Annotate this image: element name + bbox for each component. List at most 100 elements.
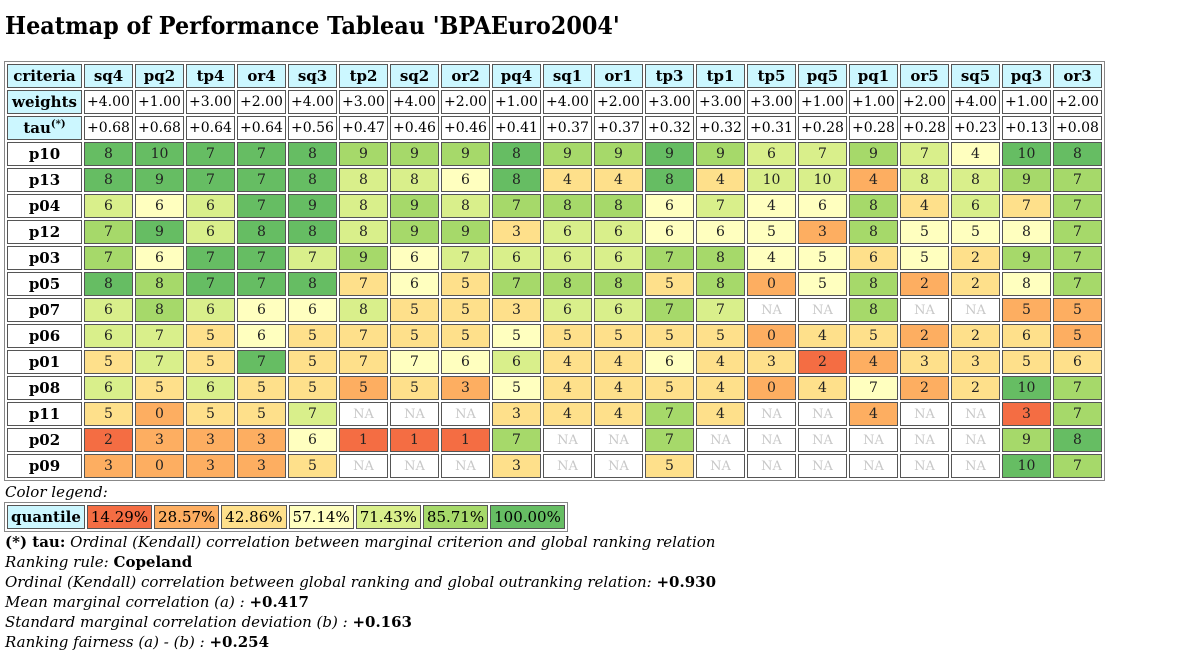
- heatmap-cell: NA: [594, 428, 643, 452]
- heatmap-cell: NA: [951, 298, 1000, 322]
- mean-correlation-label: Mean marginal correlation (a) :: [5, 593, 250, 611]
- heatmap-cell: NA: [543, 428, 592, 452]
- heatmap-cell: 6: [951, 194, 1000, 218]
- heatmap-cell: NA: [900, 402, 949, 426]
- heatmap-cell: 6: [390, 272, 439, 296]
- weight-cell: +4.00: [84, 90, 133, 114]
- heatmap-cell: NA: [849, 428, 898, 452]
- heatmap-cell: 6: [543, 246, 592, 270]
- heatmap-cell: 7: [696, 194, 745, 218]
- table-row: p09 3 0 3 3 5 NA NA NA 3 NA NA 5 NA NA NA NA NA NA 10 7: [7, 454, 1102, 478]
- alternative-label: p02: [7, 428, 82, 452]
- heatmap-cell: 5: [543, 324, 592, 348]
- tau-cell: +0.46: [441, 116, 490, 140]
- table-row: p02 2 3 3 3 6 1 1 1 7 NA NA 7 NA NA NA NA NA NA 9 8: [7, 428, 1102, 452]
- heatmap-cell: 6: [84, 298, 133, 322]
- heatmap-cell: 5: [84, 402, 133, 426]
- heatmap-cell: 6: [492, 246, 541, 270]
- ranking-rule-note: Ranking rule: Copeland: [5, 552, 716, 572]
- heatmap-cell: 4: [543, 376, 592, 400]
- weight-cell: +4.00: [951, 90, 1000, 114]
- table-row: p05 8 8 7 7 8 7 6 5 7 8 8 5 8 0 5 8 2 2 8 7: [7, 272, 1102, 296]
- heatmap-cell: 5: [237, 376, 286, 400]
- criterion-header: tp2: [339, 64, 388, 88]
- criterion-header: sq5: [951, 64, 1000, 88]
- heatmap-cell: NA: [747, 454, 796, 478]
- heatmap-cell: 6: [135, 194, 184, 218]
- heatmap-cell: NA: [339, 402, 388, 426]
- criterion-header: sq2: [390, 64, 439, 88]
- alternative-label: p10: [7, 142, 82, 166]
- heatmap-cell: 4: [849, 168, 898, 192]
- heatmap-cell: NA: [900, 428, 949, 452]
- heatmap-cell: 4: [849, 350, 898, 374]
- heatmap-cell: 3: [441, 376, 490, 400]
- table-row: p10 8 10 7 7 8 9 9 9 8 9 9 9 9 6 7 9 7 4 10 8: [7, 142, 1102, 166]
- heatmap-cell: 9: [135, 168, 184, 192]
- heatmap-cell: 8: [288, 142, 337, 166]
- heatmap-cell: 7: [1053, 220, 1102, 244]
- heatmap-cell: 7: [237, 194, 286, 218]
- heatmap-cell: 6: [1002, 324, 1051, 348]
- criteria-header: criteria: [7, 64, 82, 88]
- heatmap-cell: 5: [798, 272, 847, 296]
- heatmap-cell: 8: [594, 272, 643, 296]
- heatmap-cell: 6: [390, 246, 439, 270]
- tau-cell: +0.41: [492, 116, 541, 140]
- heatmap-body: p10 8 10 7 7 8 9 9 9 8 9 9 9 9 6 7 9 7 4 10 8 p13 8 9 7 7 8 8 8 6 8 4 4 8…: [7, 142, 1102, 478]
- heatmap-cell: 7: [186, 246, 235, 270]
- heatmap-cell: 8: [339, 168, 388, 192]
- ranking-fairness-value: +0.254: [209, 633, 270, 651]
- tau-footnote-mark: (*): [50, 119, 66, 130]
- criterion-header: tp1: [696, 64, 745, 88]
- weight-cell: +2.00: [594, 90, 643, 114]
- heatmap-cell: 0: [135, 402, 184, 426]
- heatmap-cell: 5: [186, 350, 235, 374]
- heatmap-cell: 8: [696, 246, 745, 270]
- heatmap-cell: 6: [84, 324, 133, 348]
- heatmap-cell: 7: [441, 246, 490, 270]
- heatmap-cell: 5: [288, 376, 337, 400]
- heatmap-cell: 7: [1053, 168, 1102, 192]
- heatmap-cell: 7: [135, 350, 184, 374]
- heatmap-cell: 3: [492, 454, 541, 478]
- weight-cell: +4.00: [390, 90, 439, 114]
- heatmap-cell: 9: [696, 142, 745, 166]
- legend-swatch: 85.71%: [422, 505, 489, 529]
- heatmap-cell: 7: [186, 168, 235, 192]
- heatmap-cell: 5: [798, 246, 847, 270]
- heatmap-cell: NA: [339, 454, 388, 478]
- heatmap-cell: 9: [1002, 246, 1051, 270]
- heatmap-cell: 7: [237, 246, 286, 270]
- heatmap-cell: 6: [645, 350, 694, 374]
- heatmap-cell: NA: [747, 402, 796, 426]
- tau-note-key: (*) tau:: [5, 533, 66, 551]
- heatmap-cell: 5: [951, 220, 1000, 244]
- heatmap-cell: 10: [135, 142, 184, 166]
- weight-cell: +1.00: [135, 90, 184, 114]
- heatmap-cell: NA: [951, 454, 1000, 478]
- heatmap-cell: 8: [288, 272, 337, 296]
- heatmap-cell: 8: [645, 168, 694, 192]
- heatmap-cell: 6: [441, 350, 490, 374]
- heatmap-cell: 3: [1002, 402, 1051, 426]
- legend-label: quantile: [7, 505, 85, 529]
- heatmap-cell: 8: [339, 220, 388, 244]
- heatmap-cell: 6: [798, 194, 847, 218]
- heatmap-cell: 6: [237, 298, 286, 322]
- heatmap-cell: NA: [390, 402, 439, 426]
- heatmap-cell: 9: [543, 142, 592, 166]
- heatmap-cell: 7: [237, 350, 286, 374]
- heatmap-cell: 2: [951, 272, 1000, 296]
- heatmap-cell: NA: [951, 428, 1000, 452]
- heatmap-cell: NA: [798, 402, 847, 426]
- heatmap-cell: NA: [798, 428, 847, 452]
- heatmap-cell: NA: [696, 454, 745, 478]
- heatmap-cell: 2: [900, 376, 949, 400]
- heatmap-cell: 10: [1002, 454, 1051, 478]
- criterion-header: pq5: [798, 64, 847, 88]
- heatmap-cell: 7: [1053, 402, 1102, 426]
- weight-cell: +2.00: [900, 90, 949, 114]
- heatmap-cell: 8: [849, 298, 898, 322]
- heatmap-cell: 4: [594, 402, 643, 426]
